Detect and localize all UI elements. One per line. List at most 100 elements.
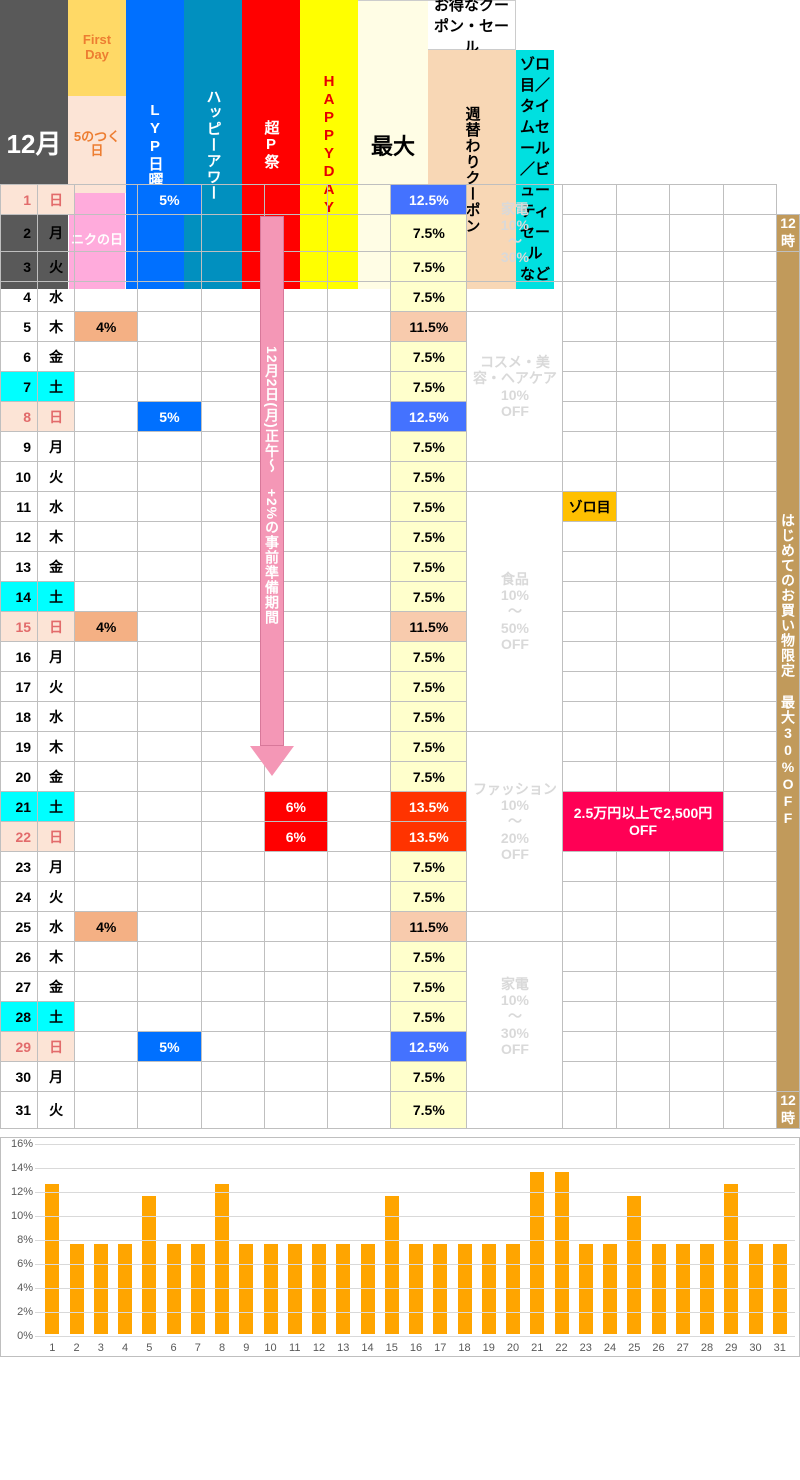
max-cell: 7.5% bbox=[391, 1062, 467, 1092]
weekly-span: 家電10%～30% bbox=[467, 185, 563, 282]
chart-bar bbox=[361, 1244, 375, 1334]
max-cell: 7.5% bbox=[391, 215, 467, 252]
day-number: 15 bbox=[1, 612, 38, 642]
side-promo: はじめてのお買い物限定 最大30%OFF bbox=[777, 252, 800, 1092]
y-axis-label: 0% bbox=[1, 1330, 33, 1342]
grid-line bbox=[35, 1192, 795, 1193]
max-cell: 12.5% bbox=[391, 185, 467, 215]
y-axis-label: 14% bbox=[1, 1162, 33, 1174]
x-axis-label: 8 bbox=[212, 1342, 232, 1354]
empty-cell bbox=[75, 552, 138, 582]
empty-cell bbox=[264, 282, 327, 312]
empty-cell bbox=[264, 215, 327, 252]
empty-cell bbox=[327, 282, 390, 312]
chart-bar bbox=[94, 1244, 108, 1334]
chart-bar bbox=[773, 1244, 787, 1334]
x-axis-label: 4 bbox=[115, 1342, 135, 1354]
empty-cell bbox=[264, 732, 327, 762]
empty-cell bbox=[264, 462, 327, 492]
chart-bar bbox=[239, 1244, 253, 1334]
empty-cell bbox=[75, 882, 138, 912]
empty-cell bbox=[327, 402, 390, 432]
empty-cell bbox=[467, 1092, 563, 1129]
day-number: 16 bbox=[1, 642, 38, 672]
zorome-cell: ゾロ目 bbox=[563, 492, 616, 522]
header-row: 12月 First Day 5のつく日 ニクの日 LYP日曜 ハッピーアワー 超… bbox=[0, 0, 800, 172]
empty-cell bbox=[201, 492, 264, 522]
grid-line bbox=[35, 1168, 795, 1169]
day-number: 22 bbox=[1, 822, 38, 852]
day-of-week: 木 bbox=[38, 522, 75, 552]
empty-cell bbox=[75, 702, 138, 732]
empty-cell bbox=[75, 732, 138, 762]
day-number: 24 bbox=[1, 882, 38, 912]
empty-cell bbox=[264, 642, 327, 672]
day-of-week: 月 bbox=[38, 1062, 75, 1092]
day-of-week: 木 bbox=[38, 312, 75, 342]
empty-cell bbox=[264, 342, 327, 372]
empty-cell bbox=[75, 792, 138, 822]
chart-bar bbox=[288, 1244, 302, 1334]
day-number: 11 bbox=[1, 492, 38, 522]
weekly-span: 家電10%～30%OFF bbox=[467, 942, 563, 1092]
day-of-week: 金 bbox=[38, 552, 75, 582]
chart-bar bbox=[191, 1244, 205, 1334]
max-cell: 7.5% bbox=[391, 432, 467, 462]
day-of-week: 火 bbox=[38, 462, 75, 492]
empty-cell bbox=[327, 1002, 390, 1032]
empty-cell bbox=[201, 732, 264, 762]
empty-cell bbox=[201, 762, 264, 792]
day-of-week: 日 bbox=[38, 402, 75, 432]
empty-cell bbox=[327, 612, 390, 642]
day-of-week: 火 bbox=[38, 1092, 75, 1129]
day-of-week: 月 bbox=[38, 852, 75, 882]
empty-cell bbox=[75, 282, 138, 312]
grid-line bbox=[35, 1264, 795, 1265]
chart-bar bbox=[433, 1244, 447, 1334]
first-day-cell: 4% bbox=[75, 912, 138, 942]
empty-cell bbox=[201, 312, 264, 342]
x-axis-label: 17 bbox=[430, 1342, 450, 1354]
weekly-span: ファッション10%～20%OFF bbox=[467, 732, 563, 912]
chart-bar bbox=[312, 1244, 326, 1334]
x-axis-label: 24 bbox=[600, 1342, 620, 1354]
max-cell: 7.5% bbox=[391, 492, 467, 522]
day-number: 12 bbox=[1, 522, 38, 552]
empty-cell bbox=[327, 672, 390, 702]
max-cell: 7.5% bbox=[391, 342, 467, 372]
empty-cell bbox=[264, 852, 327, 882]
empty-cell bbox=[327, 882, 390, 912]
empty-cell bbox=[201, 822, 264, 852]
day-of-week: 月 bbox=[38, 215, 75, 252]
day-number: 7 bbox=[1, 372, 38, 402]
empty-cell bbox=[201, 342, 264, 372]
day-number: 9 bbox=[1, 432, 38, 462]
empty-cell bbox=[201, 852, 264, 882]
empty-cell bbox=[138, 215, 201, 252]
empty-cell bbox=[327, 312, 390, 342]
empty-cell bbox=[327, 432, 390, 462]
calendar-table: 1日5%12.5%家電10%～30%2月7.5%12時3火7.5%はじめてのお買… bbox=[0, 184, 800, 1129]
empty-cell bbox=[201, 912, 264, 942]
chart-bar bbox=[603, 1244, 617, 1334]
empty-cell bbox=[75, 1032, 138, 1062]
first-day-label: First Day bbox=[68, 0, 126, 96]
day-of-week: 土 bbox=[38, 792, 75, 822]
x-axis-label: 15 bbox=[382, 1342, 402, 1354]
empty-cell bbox=[138, 342, 201, 372]
x-axis-label: 6 bbox=[164, 1342, 184, 1354]
max-cell: 7.5% bbox=[391, 582, 467, 612]
empty-cell bbox=[75, 1092, 138, 1129]
max-cell: 12.5% bbox=[391, 402, 467, 432]
day-number: 5 bbox=[1, 312, 38, 342]
empty-cell bbox=[201, 432, 264, 462]
max-cell: 7.5% bbox=[391, 552, 467, 582]
empty-cell bbox=[264, 312, 327, 342]
lyp-cell: 5% bbox=[138, 185, 201, 215]
day-of-week: 水 bbox=[38, 492, 75, 522]
empty-cell bbox=[75, 762, 138, 792]
empty-cell bbox=[75, 432, 138, 462]
day-of-week: 水 bbox=[38, 912, 75, 942]
empty-cell bbox=[264, 672, 327, 702]
max-cell: 7.5% bbox=[391, 942, 467, 972]
